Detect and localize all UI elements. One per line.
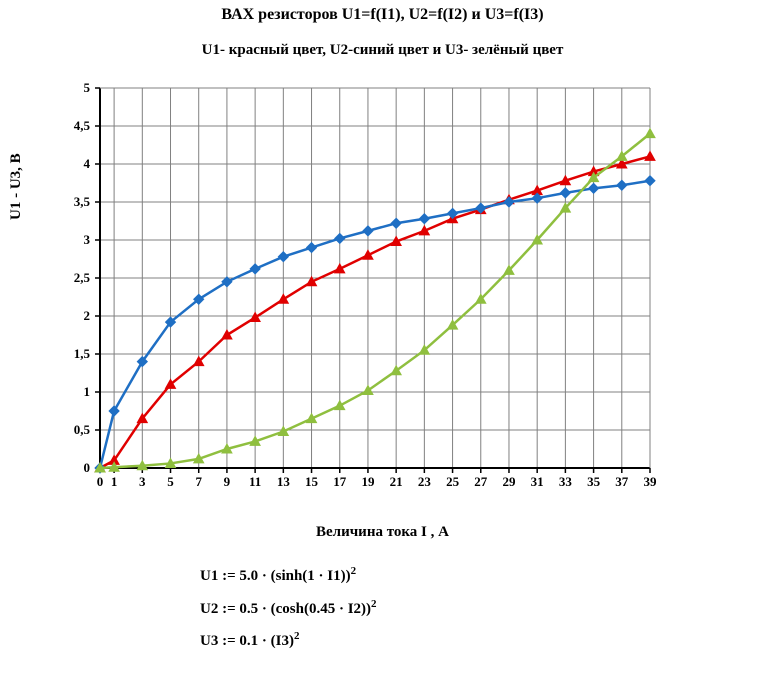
svg-text:3: 3 — [139, 474, 146, 489]
svg-text:17: 17 — [333, 474, 347, 489]
svg-text:23: 23 — [418, 474, 432, 489]
svg-text:29: 29 — [502, 474, 516, 489]
svg-text:4: 4 — [84, 156, 91, 171]
svg-text:1: 1 — [84, 384, 91, 399]
formulas-block: U1 := 5.0 · (sinh(1 · I1))2 U2 := 0.5 · … — [200, 560, 377, 658]
svg-text:37: 37 — [615, 474, 629, 489]
formula-u1: U1 := 5.0 · (sinh(1 · I1))2 — [200, 560, 377, 593]
svg-text:0: 0 — [97, 474, 104, 489]
svg-text:31: 31 — [531, 474, 544, 489]
chart-title-sub: U1- красный цвет, U2-синий цвет и U3- зе… — [0, 42, 765, 59]
formula-u1-exp: 2 — [351, 565, 357, 577]
svg-text:21: 21 — [390, 474, 403, 489]
x-axis-label: Величина тока I , А — [0, 524, 765, 541]
formula-u3: U3 := 0.1 · (I3)2 — [200, 625, 377, 658]
svg-text:35: 35 — [587, 474, 601, 489]
formula-u3-body: U3 := 0.1 · (I3) — [200, 633, 294, 649]
formula-u2-exp: 2 — [371, 598, 377, 610]
formula-u2: U2 := 0.5 · (cosh(0.45 · I2))2 — [200, 593, 377, 626]
svg-text:4,5: 4,5 — [74, 118, 91, 133]
svg-text:0,5: 0,5 — [74, 422, 91, 437]
formula-u1-body: U1 := 5.0 · (sinh(1 · I1)) — [200, 568, 351, 584]
chart-title-main: ВАХ резисторов U1=f(I1), U2=f(I2) и U3=f… — [0, 6, 765, 24]
svg-text:2,5: 2,5 — [74, 270, 91, 285]
svg-text:33: 33 — [559, 474, 573, 489]
formula-u2-body: U2 := 0.5 · (cosh(0.45 · I2)) — [200, 601, 371, 617]
y-axis-label: U1 - U3, В — [8, 153, 25, 220]
svg-text:25: 25 — [446, 474, 460, 489]
svg-text:5: 5 — [167, 474, 174, 489]
svg-text:3: 3 — [84, 232, 91, 247]
svg-text:0: 0 — [84, 460, 91, 475]
svg-text:1: 1 — [111, 474, 118, 489]
svg-text:7: 7 — [195, 474, 202, 489]
svg-text:3,5: 3,5 — [74, 194, 91, 209]
svg-text:9: 9 — [224, 474, 231, 489]
formula-u3-exp: 2 — [294, 630, 300, 642]
svg-text:5: 5 — [84, 80, 91, 95]
svg-text:2: 2 — [84, 308, 91, 323]
svg-text:1,5: 1,5 — [74, 346, 91, 361]
svg-text:13: 13 — [277, 474, 291, 489]
chart-area: 01357911131517192123252729313335373900,5… — [50, 78, 670, 508]
svg-text:27: 27 — [474, 474, 488, 489]
svg-text:19: 19 — [361, 474, 375, 489]
svg-text:39: 39 — [644, 474, 658, 489]
chart-svg: 01357911131517192123252729313335373900,5… — [50, 78, 670, 508]
svg-text:11: 11 — [249, 474, 261, 489]
svg-text:15: 15 — [305, 474, 319, 489]
